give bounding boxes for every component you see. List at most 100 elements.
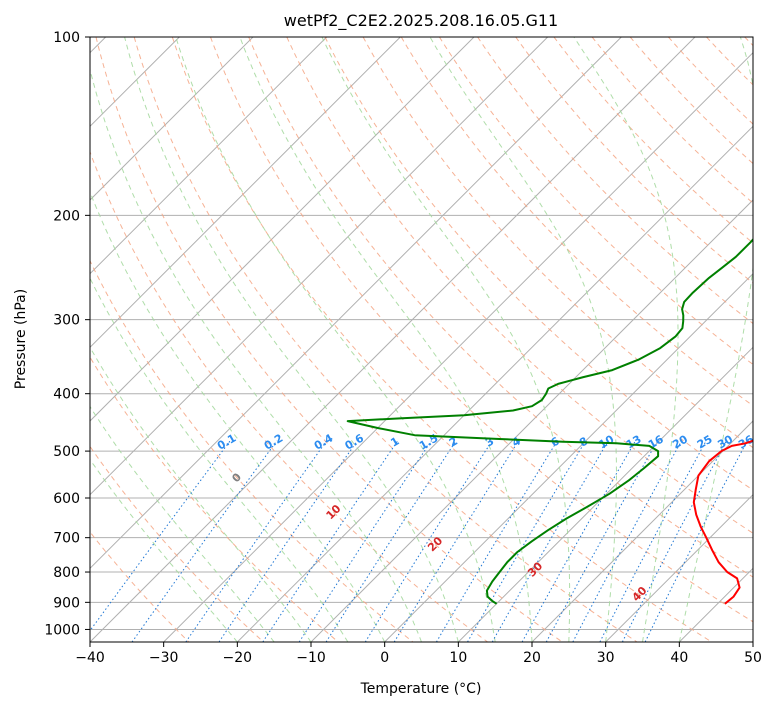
dry-adiabat-line (629, 37, 753, 165)
isotherm-line (236, 125, 753, 642)
x-tick-label: −40 (75, 650, 105, 666)
x-tick-label: −20 (223, 650, 253, 666)
mixing-ratio-line (393, 440, 520, 642)
mixing-ratio-line (521, 440, 637, 642)
moist-adiabat-line (239, 37, 533, 642)
moist-adiabat-line (90, 67, 422, 642)
background-reference-lines (90, 37, 753, 642)
isotherm-line (752, 641, 753, 642)
dry-adiabat-line (362, 37, 753, 449)
mixing-ratio-line (572, 440, 683, 642)
moist-adiabat-line (90, 405, 275, 642)
mixing-ratio-line (467, 440, 587, 642)
mixing-ratio-line (491, 440, 609, 642)
mixing-ratio-line (435, 440, 558, 642)
x-axis-label: Temperature (°C) (360, 681, 482, 697)
moist-adiabat-line (573, 37, 679, 642)
mixing-ratio-label: 0.6 (343, 431, 367, 452)
dry-adiabat-line (133, 37, 638, 642)
mixing-ratio-line (621, 440, 728, 642)
dry-adiabat-line (477, 37, 753, 325)
mixing-ratio-line (325, 440, 457, 642)
mixing-ratio-label: 16 (646, 432, 666, 451)
dry-adiabat-line (515, 37, 753, 284)
dry-adiabat-line (668, 37, 753, 125)
mixing-ratio-label: 36 (736, 432, 756, 451)
dry-adiabat-line (171, 37, 712, 642)
y-tick-label: 600 (53, 491, 80, 507)
moist-adiabat-line (90, 458, 238, 642)
y-tick-label: 300 (53, 313, 80, 329)
moist-adiabat-line (124, 37, 459, 642)
chart-title: wetPf2_C2E2.2025.208.16.05.G11 (284, 11, 558, 31)
x-tick-label: 30 (597, 650, 615, 666)
axis-ticks: −40 −30 −20 −10 0 10 20 30 40 50 100 200 300 400 500 60… (44, 30, 762, 666)
mixing-ratio-label: 3 (483, 435, 496, 450)
y-tick-label: 100 (53, 30, 80, 46)
x-tick-label: 20 (523, 650, 541, 666)
mixing-ratio-line (298, 440, 432, 642)
mixing-ratio-label: 20 (670, 432, 690, 451)
profile-line (346, 238, 753, 605)
isotherm-line (90, 37, 254, 201)
dry-adiabat-line (90, 259, 414, 642)
isotherm-line (678, 567, 753, 642)
isotherm-line (90, 37, 401, 349)
dry-adiabat-label: -10 (24, 239, 47, 262)
y-tick-label: 800 (53, 565, 80, 581)
line-annotations: 0.10.20.40.611.52346810131620253036-100-… (24, 239, 756, 604)
x-tick-label: 40 (670, 650, 688, 666)
moist-adiabat-line (321, 37, 571, 642)
y-tick-label: 1000 (44, 622, 80, 638)
x-tick-label: 10 (449, 650, 467, 666)
mixing-ratio-line (185, 440, 328, 642)
isotherm-line (90, 37, 475, 422)
y-tick-label: 700 (53, 531, 80, 547)
plot-frame (89, 36, 754, 643)
mixing-ratio-label: 0.4 (312, 431, 336, 452)
dry-adiabat-line (90, 531, 190, 642)
x-tick-label: −30 (149, 650, 179, 666)
isotherm-line (90, 37, 622, 570)
moist-adiabat-line (90, 190, 386, 642)
moist-adiabat-line (90, 277, 349, 642)
mixing-ratio-line (131, 440, 278, 642)
isotherm-line (90, 37, 696, 642)
moist-adiabat-line (90, 346, 312, 642)
isotherm-line (163, 51, 753, 642)
mixing-ratio-label: 25 (695, 433, 715, 452)
dry-adiabat-line (90, 356, 339, 642)
isotherm-line (531, 420, 753, 642)
mixing-ratio-line (545, 440, 659, 642)
dry-adiabat-line (591, 37, 753, 204)
y-tick-label: 500 (53, 444, 80, 460)
profile-line (692, 439, 753, 605)
dry-adiabat-line (90, 445, 264, 642)
isotherm-line (90, 37, 549, 496)
profile-series (346, 238, 753, 605)
isotherm-line (310, 199, 753, 642)
moist-adiabat-line (175, 37, 496, 642)
y-tick-label: 900 (53, 595, 80, 611)
y-tick-label: 400 (53, 387, 80, 403)
dry-adiabat-line (438, 37, 753, 366)
dry-adiabat-line (90, 150, 488, 642)
x-tick-label: 50 (744, 650, 762, 666)
mixing-ratio-label: 1 (388, 435, 401, 450)
y-tick-label: 200 (53, 208, 80, 224)
moist-adiabat-line (429, 37, 617, 642)
mixing-ratio-label: 0.2 (262, 432, 285, 453)
mixing-ratio-line (644, 440, 748, 642)
dry-adiabat-label: 30 (525, 559, 545, 579)
dry-adiabat-line (210, 37, 753, 623)
isotherm-line (384, 272, 753, 642)
dry-adiabat-line (706, 37, 753, 86)
mixing-ratio-line (262, 440, 399, 642)
dry-adiabat-line (744, 37, 753, 47)
dry-adiabat-line (400, 37, 753, 407)
mixing-ratio-line (364, 440, 493, 642)
mixing-ratio-line (599, 440, 707, 642)
isotherm-line (605, 493, 753, 642)
dry-adiabat-line (95, 37, 563, 642)
